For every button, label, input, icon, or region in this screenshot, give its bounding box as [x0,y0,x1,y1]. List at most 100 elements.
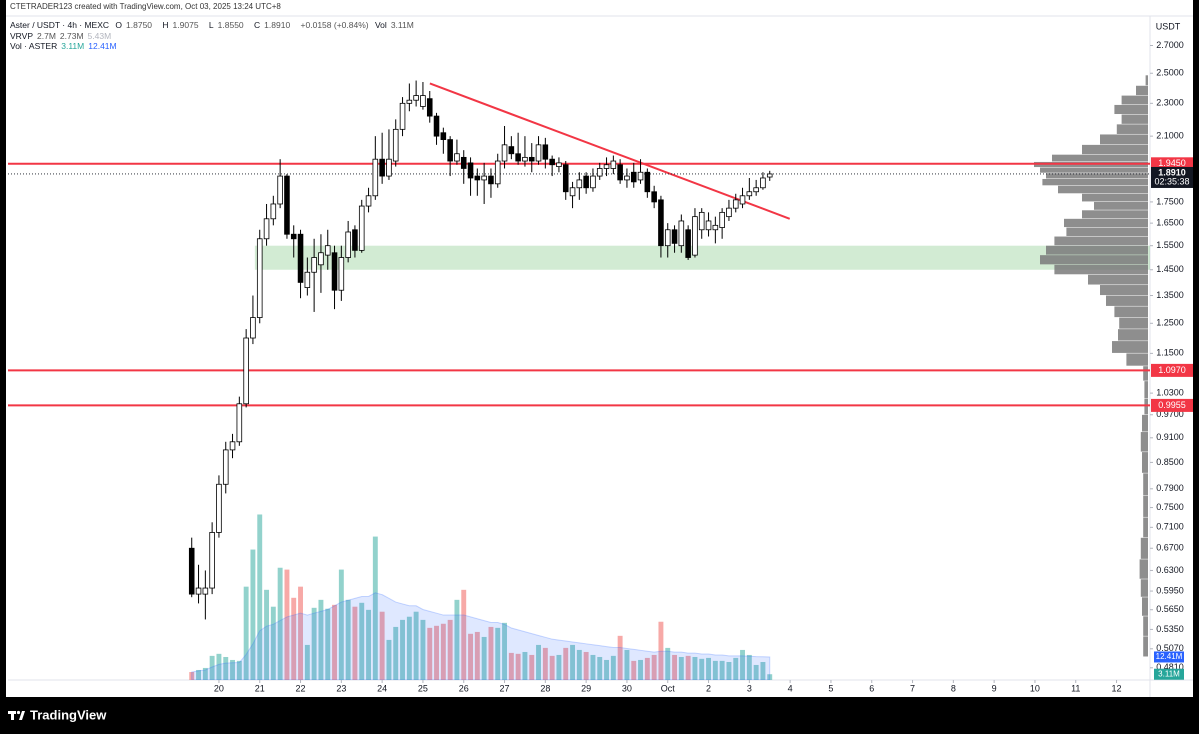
x-tick-label: 5 [828,683,833,693]
volume-bar [434,625,439,680]
volume-profile-bar [1143,495,1148,517]
volume-bar [264,589,270,680]
volume-bar [189,672,195,680]
candle-body [501,144,508,162]
ohlc-high: H 1.9075 [162,20,202,30]
volume-bar [515,653,521,680]
candle-body [698,211,705,231]
candle-body [726,207,732,218]
volume-bar [529,654,535,680]
volume-profile-bar [1054,264,1148,275]
ohlc-value: 1.8910 [264,20,291,30]
volume-bar [284,569,290,680]
y-tick-label: 1.4500 [1156,264,1184,274]
candle-body [433,115,440,137]
price-label: 0.9955 [1158,400,1186,410]
candle-body [508,146,515,155]
candle-body [263,218,270,240]
volume-profile-bar [1140,579,1148,597]
volume-bar [706,657,711,680]
volume-bar [236,660,242,680]
candle-body [447,139,453,162]
y-tick-label: 0.5950 [1156,585,1184,595]
candle-body [413,95,419,101]
last-price-box [1151,166,1193,188]
candle-body [542,144,549,160]
candle-body [188,547,195,595]
volume-profile-bar [1139,559,1148,579]
candle-body [556,162,562,167]
volume-label-box [1154,651,1184,663]
volume-profile-bar [1126,353,1148,366]
x-tick-label: 12 [1112,683,1122,693]
volume-bar [257,514,263,680]
volume-profile-bar [1054,236,1148,246]
ohlc-open: O 1.8750 [115,20,156,30]
candle-body [671,229,678,244]
volume-profile-bar [1058,185,1148,194]
vol-indicator-value: 3.11M [61,41,85,51]
volume-bar [243,586,249,680]
x-tick-label: 10 [1030,683,1040,693]
frame-right [1193,0,1199,734]
x-tick-label: 27 [500,683,510,693]
volume-bar [202,667,208,680]
volume-bar [413,611,419,680]
volume-profile-bar [1143,616,1148,636]
trendline [429,82,791,220]
volume-profile-bar [1114,306,1148,318]
y-tick-label: 0.7900 [1156,483,1184,493]
y-tick-label: 0.5350 [1156,624,1184,634]
volume-profile-bar [1082,210,1148,219]
volume-indicator-legend: Vol · ASTER 3.11M 12.41M [10,41,121,51]
logo-shape [19,711,25,720]
volume-profile-bar [1064,218,1148,228]
volume-bar [760,662,766,680]
volume-bar [502,622,507,680]
x-tick-label: 25 [418,683,428,693]
candle-body [603,164,610,169]
candle-body [678,220,685,247]
footer-logo: TradingView [8,707,107,722]
y-tick-label: 2.5000 [1156,68,1184,78]
vol-indicator-value: 12.41M [88,41,117,51]
logo-shape [16,710,21,715]
candle-body [753,187,759,193]
ohlc-key: L [208,20,214,30]
volume-bar [338,569,344,680]
volume-bar [318,599,324,680]
ohlc-key: H [162,20,169,30]
candle-body [644,171,651,193]
volume-bar [638,659,643,680]
y-tick-label: 2.7000 [1156,40,1184,50]
x-tick-label: 23 [336,683,346,693]
x-tick-label: 6 [869,683,874,693]
y-tick-label: 1.1500 [1156,348,1184,358]
y-tick-label: 0.5650 [1156,604,1184,614]
candle-body [617,164,623,181]
candle-body [460,156,467,169]
volume-bar [733,657,739,680]
y-tick-label: 0.8500 [1156,457,1184,467]
volume-bar [461,589,467,680]
volume-profile-bar [1136,85,1148,96]
candle-body [352,229,358,251]
volume-bar [576,649,582,680]
volume-bar [291,597,297,680]
volume-bar [590,654,596,680]
x-tick-label: 8 [951,683,956,693]
volume-profile-bar [1144,398,1148,415]
volume-bar [549,655,555,680]
ohlc-low: L 1.8550 [209,20,248,30]
y-tick-label: 1.3500 [1156,290,1184,300]
volume-profile-bar [1140,537,1148,559]
vrvp-value: 5.43M [87,31,112,41]
x-tick-label: 26 [459,683,469,693]
volume-bar [481,636,487,680]
volume-bar [352,606,358,680]
volume-ma-area [191,592,771,680]
candle-body [528,156,535,162]
y-tick-label: 0.9700 [1156,409,1184,419]
candle-body [304,271,311,288]
volume-profile-bar [1142,452,1148,473]
